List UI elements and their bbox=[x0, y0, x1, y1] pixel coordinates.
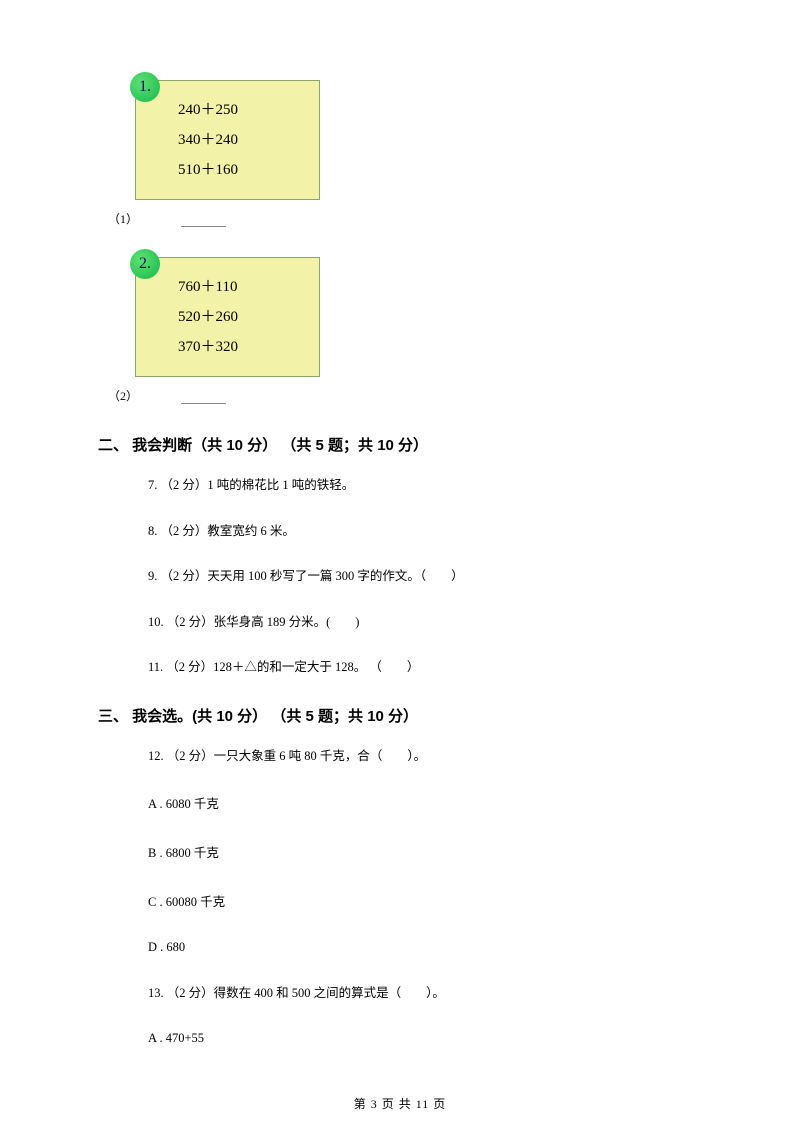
question-10: 10. （2 分）张华身高 189 分米。( ) bbox=[148, 614, 740, 632]
section-3-heading: 三、 我会选。(共 10 分） （共 5 题；共 10 分） bbox=[98, 705, 740, 726]
sub-number-2: （2） bbox=[108, 387, 740, 404]
math-box-2: 760＋110 520＋260 370＋320 2. bbox=[135, 257, 740, 377]
box2-line2: 520＋260 bbox=[178, 302, 297, 332]
blank-line-1 bbox=[181, 226, 226, 227]
question-11: 11. （2 分）128＋△的和一定大于 128。 （ ） bbox=[148, 659, 740, 677]
box1-badge: 1. bbox=[130, 72, 160, 102]
box1-line2: 340＋240 bbox=[178, 125, 297, 155]
blank-line-2 bbox=[181, 403, 226, 404]
question-13: 13. （2 分）得数在 400 和 500 之间的算式是（ ）。 bbox=[148, 985, 740, 1003]
math-box-1: 240＋250 340＋240 510＋160 1. bbox=[135, 80, 740, 200]
box1-line1: 240＋250 bbox=[178, 95, 297, 125]
box1-bg: 240＋250 340＋240 510＋160 bbox=[135, 80, 320, 200]
sub-number-1: （1） bbox=[108, 210, 740, 227]
sub2-label: （2） bbox=[108, 389, 138, 403]
question-7: 7. （2 分）1 吨的棉花比 1 吨的铁轻。 bbox=[148, 477, 740, 495]
question-12: 12. （2 分）一只大象重 6 吨 80 千克，合（ ）。 bbox=[148, 748, 740, 766]
question-8: 8. （2 分）教室宽约 6 米。 bbox=[148, 523, 740, 541]
box2-badge: 2. bbox=[130, 249, 160, 279]
option-12c: C . 60080 千克 bbox=[148, 891, 740, 910]
box2-bg: 760＋110 520＋260 370＋320 bbox=[135, 257, 320, 377]
box1-line3: 510＋160 bbox=[178, 155, 297, 185]
box2-line3: 370＋320 bbox=[178, 332, 297, 362]
sub1-label: （1） bbox=[108, 212, 138, 226]
question-9: 9. （2 分）天天用 100 秒写了一篇 300 字的作文。（ ） bbox=[148, 568, 740, 586]
option-13a: A . 470+55 bbox=[148, 1031, 740, 1046]
page-footer: 第 3 页 共 11 页 bbox=[0, 1095, 800, 1112]
box2-line1: 760＋110 bbox=[178, 272, 297, 302]
section-2-heading: 二、 我会判断（共 10 分） （共 5 题；共 10 分） bbox=[98, 434, 740, 455]
option-12a: A . 6080 千克 bbox=[148, 793, 740, 812]
option-12d: D . 680 bbox=[148, 940, 740, 955]
option-12b: B . 6800 千克 bbox=[148, 842, 740, 861]
